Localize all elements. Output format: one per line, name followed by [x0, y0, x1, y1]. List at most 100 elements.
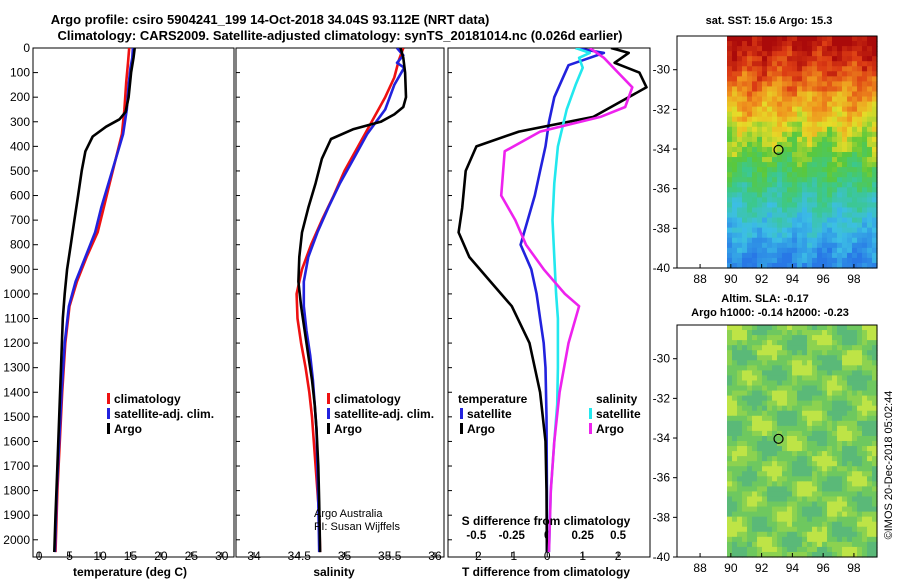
map-cell [737, 66, 743, 72]
map-cell [727, 496, 733, 503]
map-cell [842, 217, 848, 224]
map-cell [797, 526, 803, 533]
map-cell [757, 350, 763, 356]
map-cell [792, 456, 798, 462]
map-cell [767, 551, 773, 558]
map-cell [737, 546, 743, 553]
map-cell [797, 192, 803, 198]
ytick-label: 900 [10, 262, 30, 276]
map-cell [867, 410, 873, 417]
map-cell [782, 96, 788, 103]
map-cell [867, 192, 873, 198]
map-cell [852, 106, 858, 113]
difference-x2label: S difference from climatology [462, 514, 631, 528]
map-cell [772, 86, 778, 93]
ytick-label: 1000 [3, 287, 30, 301]
map-cell [762, 335, 768, 341]
map-cell [767, 541, 773, 548]
map-cell [867, 400, 873, 407]
map-cell [847, 146, 853, 153]
map-cell [822, 481, 828, 487]
map-cell [767, 350, 773, 356]
map-cell [732, 496, 738, 503]
map-cell [727, 355, 733, 361]
map-cell [827, 101, 833, 108]
map-cell [812, 207, 818, 214]
map-cell [852, 430, 858, 437]
map-cell [777, 476, 783, 482]
map-cell [797, 375, 803, 382]
map-cell [867, 207, 873, 214]
map-cell [792, 506, 798, 513]
map-cell [747, 106, 753, 113]
map-cell [752, 335, 758, 341]
map-cell [802, 330, 808, 336]
map-cell [752, 471, 758, 477]
map-cell [822, 531, 828, 538]
map-cell [832, 177, 838, 183]
map-cell [762, 536, 768, 543]
map-cell [827, 496, 833, 503]
map-cell [777, 116, 783, 123]
map-cell [837, 441, 843, 447]
map-cell [832, 61, 838, 67]
map-cell [807, 106, 813, 113]
map-cell [757, 257, 763, 264]
map-cell [857, 232, 863, 239]
map-cell [847, 425, 853, 432]
map-cell [782, 536, 788, 543]
map-cell [872, 152, 878, 158]
map-cell [787, 157, 793, 163]
map-cell [847, 106, 853, 113]
map-cell [792, 541, 798, 548]
map-cell [822, 56, 828, 62]
map-cell [872, 390, 878, 397]
map-cell [867, 111, 873, 118]
map-cell [872, 496, 878, 503]
map-cell [777, 531, 783, 538]
map-cell [727, 197, 733, 204]
map-cell [767, 242, 773, 249]
map-cell [732, 126, 738, 133]
map-cell [732, 232, 738, 239]
map-cell [792, 385, 798, 392]
map-cell [797, 491, 803, 498]
map-cell [752, 167, 758, 173]
map-cell [757, 441, 763, 447]
map-cell [837, 66, 843, 72]
map-cell [737, 227, 743, 234]
map-cell [802, 496, 808, 503]
map-cell [737, 486, 743, 493]
map-cell [832, 340, 838, 346]
map-cell [822, 461, 828, 467]
map-cell [762, 172, 768, 178]
map-cell [752, 157, 758, 163]
map-cell [772, 131, 778, 138]
map-cell [832, 451, 838, 457]
map-cell [747, 410, 753, 417]
map-cell [812, 111, 818, 118]
temperature-xlabel: temperature (deg C) [73, 565, 187, 579]
map-cell [732, 395, 738, 402]
map-cell [762, 441, 768, 447]
map-cell [762, 46, 768, 52]
map-cell [732, 415, 738, 422]
map-cell [727, 395, 733, 402]
map-cell [792, 101, 798, 108]
map-cell [857, 420, 863, 427]
map-cell [837, 242, 843, 249]
map-cell [822, 551, 828, 558]
map-cell [802, 471, 808, 477]
map-cell [852, 536, 858, 543]
map-cell [847, 521, 853, 528]
map-cell [732, 252, 738, 259]
map-cell [732, 385, 738, 392]
map-cell [757, 511, 763, 518]
map-cell [782, 410, 788, 417]
map-cell [872, 375, 878, 382]
map-cell [787, 182, 793, 188]
map-cell [852, 360, 858, 366]
map-cell [832, 76, 838, 82]
map-cell [762, 355, 768, 361]
map-cell [812, 446, 818, 452]
